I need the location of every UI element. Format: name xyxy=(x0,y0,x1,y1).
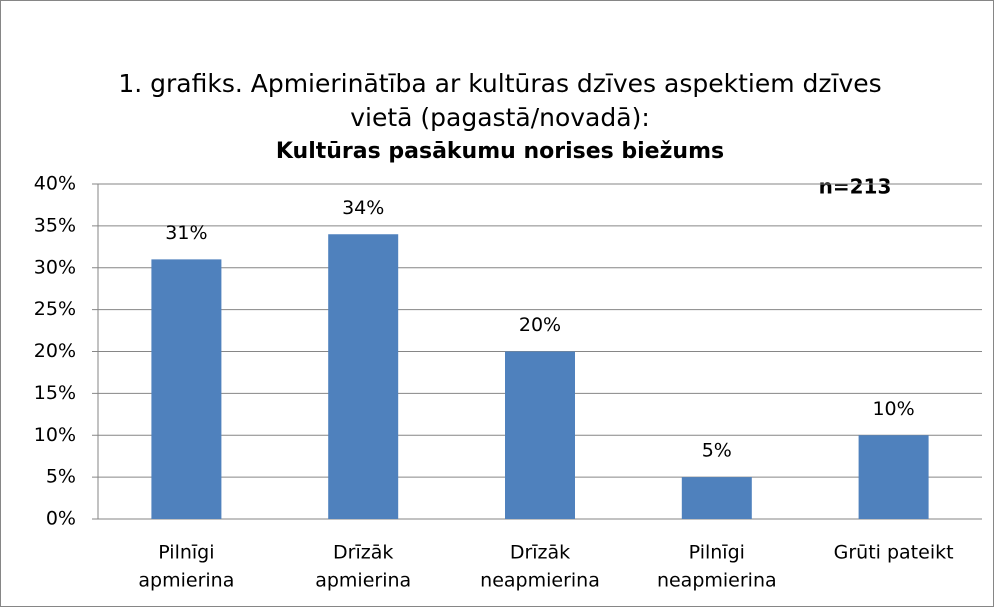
x-tick-label: apmierina xyxy=(138,570,234,592)
value-label: 20% xyxy=(519,314,561,336)
x-tick-label: Drīzāk xyxy=(333,542,393,564)
y-tick-label: 40% xyxy=(34,173,76,195)
x-tick-label: Grūti pateikt xyxy=(834,542,954,564)
bar xyxy=(505,351,575,519)
chart-subtitle: Kultūras pasākumu norises biežums xyxy=(276,139,724,164)
annotation: n=213 xyxy=(819,175,892,199)
y-tick-label: 5% xyxy=(46,466,76,488)
y-tick-label: 25% xyxy=(34,298,76,320)
y-tick-label: 15% xyxy=(34,382,76,404)
bar xyxy=(328,234,399,519)
y-tick-label: 35% xyxy=(34,214,76,236)
x-tick-label: neapmierina xyxy=(657,570,777,592)
x-tick-label: Pilnīgi xyxy=(689,542,745,564)
value-label: 31% xyxy=(165,222,207,244)
y-tick-label: 10% xyxy=(34,424,76,446)
value-label: 5% xyxy=(702,440,732,462)
bar xyxy=(681,477,752,519)
y-tick-label: 0% xyxy=(46,508,76,530)
y-tick-label: 20% xyxy=(34,340,76,362)
x-tick-label: neapmierina xyxy=(480,570,600,592)
chart-title: 1. grafiks. Apmierinātība ar kultūras dz… xyxy=(118,69,881,98)
value-label: 34% xyxy=(342,197,384,219)
y-tick-label: 30% xyxy=(34,256,76,278)
chart-title: vietā (pagastā/novadā): xyxy=(350,103,650,132)
value-label: 10% xyxy=(872,398,914,420)
x-tick-label: apmierina xyxy=(315,570,411,592)
bar xyxy=(151,259,222,519)
bar xyxy=(858,435,929,519)
x-tick-label: Drīzāk xyxy=(510,542,570,564)
x-tick-label: Pilnīgi xyxy=(158,542,214,564)
